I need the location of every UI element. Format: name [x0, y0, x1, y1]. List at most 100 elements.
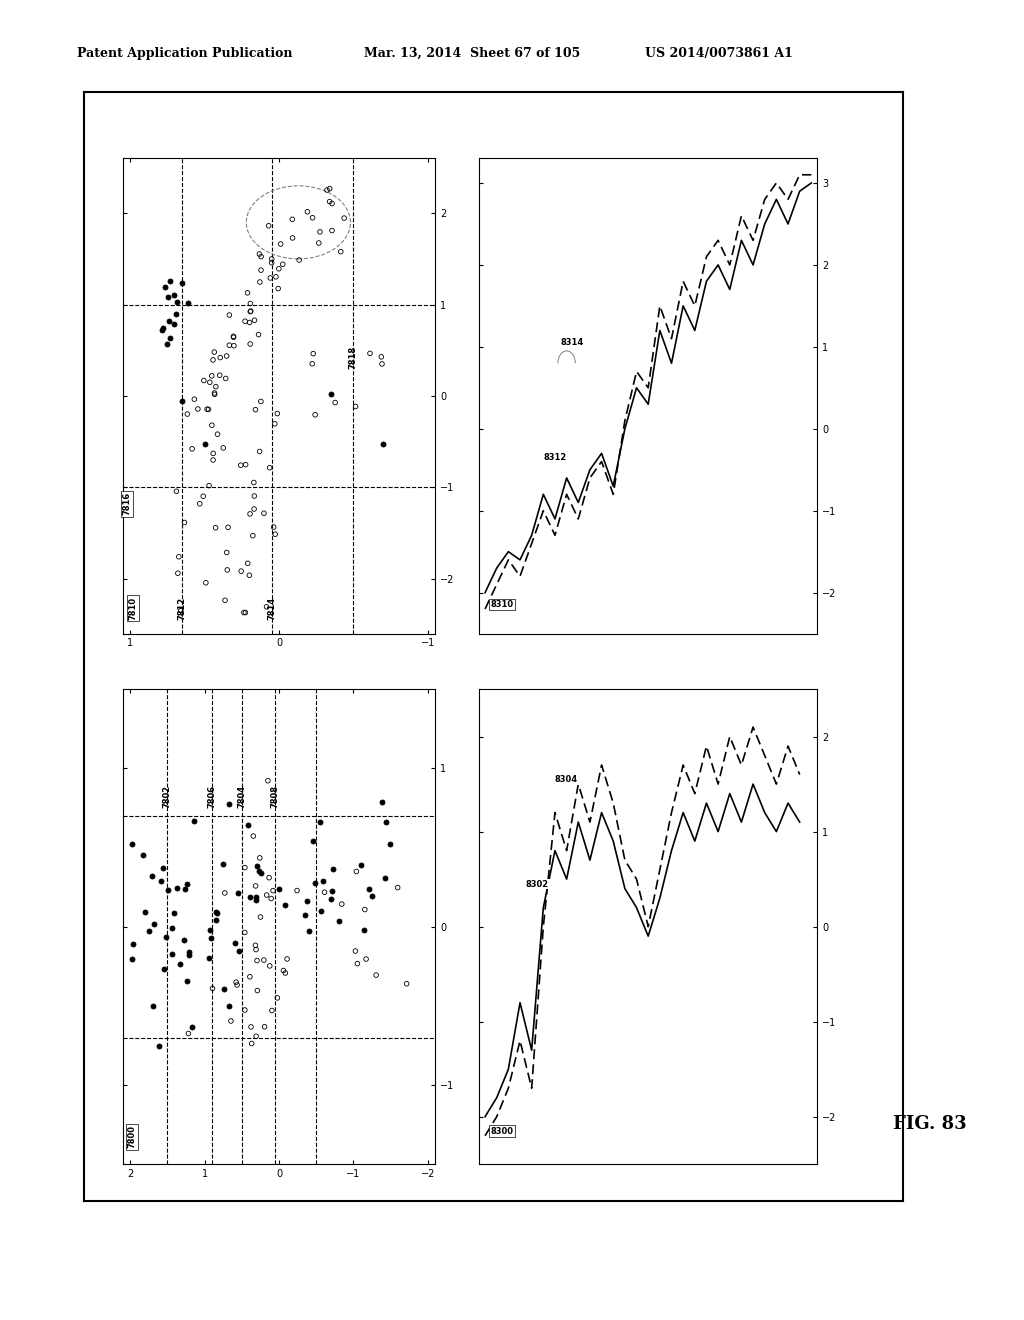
Point: [325, 858, 341, 879]
Point: [238, 602, 254, 623]
Point: [253, 260, 269, 281]
Point: [226, 933, 243, 954]
Point: [217, 882, 233, 903]
Point: [179, 293, 196, 314]
Point: [221, 305, 238, 326]
Point: [208, 909, 224, 931]
Text: 7804: 7804: [238, 784, 247, 808]
Point: [263, 888, 280, 909]
Point: [263, 252, 280, 273]
Point: [336, 207, 352, 228]
Point: [291, 249, 307, 271]
Point: [323, 888, 339, 909]
Point: [173, 272, 189, 293]
Point: [242, 334, 258, 355]
Point: [186, 810, 203, 832]
Point: [144, 866, 161, 887]
Point: [215, 854, 231, 875]
Text: Mar. 13, 2014  Sheet 67 of 105: Mar. 13, 2014 Sheet 67 of 105: [364, 46, 580, 59]
Text: FIG. 83: FIG. 83: [893, 1114, 967, 1133]
Point: [237, 921, 253, 942]
Point: [256, 949, 272, 970]
Point: [261, 956, 278, 977]
Point: [246, 499, 262, 520]
Point: [242, 301, 258, 322]
Point: [260, 770, 276, 791]
Point: [299, 891, 315, 912]
Point: [218, 543, 234, 564]
Point: [201, 399, 217, 420]
Point: [230, 940, 247, 961]
Point: [264, 1001, 281, 1022]
Point: [209, 903, 225, 924]
Point: [253, 862, 269, 883]
Point: [202, 920, 218, 941]
Text: 7800: 7800: [127, 1126, 136, 1148]
Point: [208, 517, 224, 539]
Point: [322, 178, 338, 199]
Point: [398, 973, 415, 994]
Point: [206, 383, 222, 404]
Point: [245, 525, 261, 546]
Text: US 2014/0073861 A1: US 2014/0073861 A1: [645, 46, 793, 59]
Point: [248, 887, 264, 908]
Point: [247, 310, 263, 331]
Point: [240, 553, 256, 574]
Point: [267, 524, 284, 545]
Point: [162, 327, 178, 348]
Point: [322, 191, 338, 213]
Point: [233, 561, 250, 582]
Point: [318, 180, 335, 201]
Point: [169, 878, 185, 899]
Point: [154, 319, 170, 341]
Text: 8302: 8302: [526, 879, 549, 888]
Point: [221, 335, 238, 356]
Point: [279, 948, 295, 969]
Point: [248, 875, 264, 896]
Point: [242, 966, 258, 987]
Point: [304, 354, 321, 375]
Point: [246, 473, 262, 494]
Point: [242, 503, 258, 524]
Point: [323, 384, 339, 405]
Point: [331, 911, 347, 932]
Point: [204, 366, 220, 387]
Point: [249, 855, 265, 876]
Point: [205, 350, 221, 371]
Point: [285, 227, 301, 248]
Point: [221, 793, 238, 814]
Point: [266, 413, 283, 434]
Point: [374, 792, 390, 813]
Point: [334, 894, 350, 915]
Point: [174, 389, 190, 411]
Point: [265, 516, 282, 537]
Point: [249, 950, 265, 972]
Point: [260, 215, 276, 236]
Point: [155, 858, 171, 879]
Point: [209, 424, 225, 445]
Point: [245, 825, 261, 846]
Point: [246, 486, 262, 507]
Point: [237, 999, 253, 1020]
Point: [278, 962, 294, 983]
Point: [124, 833, 140, 854]
Point: [153, 870, 169, 891]
Point: [225, 327, 242, 348]
Point: [247, 399, 263, 420]
Point: [274, 253, 291, 275]
Point: [272, 234, 289, 255]
Point: [229, 882, 246, 903]
Point: [304, 207, 321, 228]
Point: [195, 486, 211, 507]
Point: [267, 267, 284, 288]
Point: [228, 972, 245, 993]
Point: [201, 475, 217, 496]
Text: 8310: 8310: [490, 601, 514, 609]
Text: 7816: 7816: [123, 492, 132, 515]
Point: [223, 1010, 240, 1031]
Point: [166, 284, 182, 305]
Point: [373, 346, 389, 367]
Point: [151, 1035, 167, 1056]
Point: [204, 414, 220, 436]
Point: [263, 248, 280, 269]
